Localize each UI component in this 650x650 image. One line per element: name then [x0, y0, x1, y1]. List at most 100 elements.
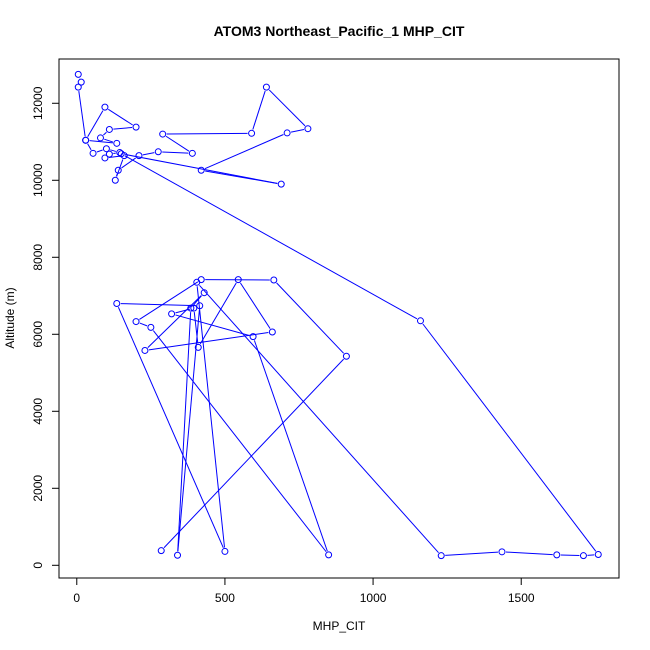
data-point	[101, 154, 109, 162]
series-segment	[89, 140, 113, 144]
series-segment	[124, 155, 418, 320]
series-segment	[252, 90, 266, 130]
x-tick-label: 0	[73, 591, 80, 605]
series-segment	[253, 340, 328, 552]
data-point	[249, 333, 257, 341]
data-point	[325, 551, 333, 559]
data-point	[154, 148, 162, 156]
data-point	[141, 346, 149, 354]
data-point	[89, 149, 97, 157]
series-segment	[163, 358, 345, 549]
series-segment	[96, 149, 103, 153]
data-point	[111, 176, 119, 184]
data-point	[74, 83, 82, 91]
series-segment	[113, 126, 133, 130]
data-point	[579, 552, 587, 560]
data-point	[262, 83, 270, 91]
series-segment	[240, 282, 271, 329]
series-segment	[422, 323, 597, 552]
data-point	[187, 304, 195, 312]
series-segment	[193, 295, 202, 306]
data-point	[174, 551, 182, 559]
data-point	[188, 149, 196, 157]
data-point	[157, 547, 165, 555]
series-segment	[166, 132, 248, 135]
series-segment	[162, 151, 189, 154]
chart-title: ATOM3 Northeast_Pacific_1 MHP_CIT	[214, 23, 465, 39]
y-tick-label: 0	[31, 562, 45, 569]
x-tick-label: 1500	[508, 591, 535, 605]
series-segment	[193, 312, 199, 344]
data-point	[283, 129, 291, 137]
series-segment	[139, 281, 199, 320]
series-segment	[165, 135, 190, 152]
data-point	[248, 129, 256, 137]
series-segment	[505, 551, 553, 556]
data-point	[105, 150, 113, 158]
data-point	[277, 180, 285, 188]
series-segment	[147, 295, 202, 349]
data-point	[234, 276, 242, 284]
series-segment	[125, 153, 278, 184]
data-point	[77, 78, 85, 86]
data-point	[74, 70, 82, 78]
plot-frame	[58, 58, 620, 579]
series-segment	[587, 554, 595, 556]
data-point	[194, 343, 202, 351]
data-point	[304, 125, 312, 133]
data-point	[270, 276, 278, 284]
y-tick-label: 6000	[31, 321, 45, 348]
data-point	[168, 310, 176, 318]
data-point	[114, 166, 122, 174]
data-point	[197, 166, 205, 174]
series-segment	[199, 284, 439, 554]
data-point	[96, 134, 104, 142]
y-tick-label: 12000	[31, 86, 45, 120]
series-segment	[276, 282, 345, 354]
x-tick-label: 1000	[360, 591, 387, 605]
data-point	[553, 551, 561, 559]
x-axis: 0 500 1000 1500	[73, 577, 535, 605]
data-point	[132, 318, 140, 326]
data-point	[147, 323, 155, 331]
data-point	[190, 304, 198, 312]
series-segment	[177, 312, 192, 552]
series-segment	[445, 551, 499, 556]
series-segment	[196, 286, 226, 548]
data-point	[159, 130, 167, 138]
data-point	[200, 289, 208, 297]
y-axis-label: Altitude (m)	[3, 287, 17, 348]
data-point	[102, 145, 110, 153]
series-segment	[103, 131, 107, 136]
series-segment	[110, 149, 117, 152]
data-point	[82, 136, 90, 144]
series-segment	[108, 108, 133, 126]
series-segment	[152, 330, 327, 553]
series-segment	[121, 157, 137, 169]
data-point	[101, 103, 109, 111]
series-segment	[177, 309, 200, 552]
series-segment	[115, 173, 118, 177]
y-axis: 0 2000 4000 6000 8000 10000 12000	[31, 86, 60, 569]
series-segment	[204, 134, 284, 170]
y-tick-label: 8000	[31, 244, 45, 271]
y-tick-label: 10000	[31, 163, 45, 197]
data-point	[594, 551, 602, 559]
series-segment	[560, 554, 580, 557]
data-point	[197, 276, 205, 284]
series-segment	[87, 143, 92, 151]
data-point	[113, 139, 121, 147]
series-segment	[290, 128, 305, 133]
series-segment	[142, 152, 155, 156]
data-point	[135, 152, 143, 160]
series-segment	[175, 308, 191, 314]
y-tick-label: 2000	[31, 475, 45, 502]
data-point	[268, 328, 276, 336]
series-segment	[199, 282, 237, 345]
data-point	[437, 552, 445, 560]
data-point	[105, 125, 113, 133]
data-point	[117, 150, 125, 158]
data-point	[221, 547, 229, 555]
series-segment	[104, 138, 114, 143]
